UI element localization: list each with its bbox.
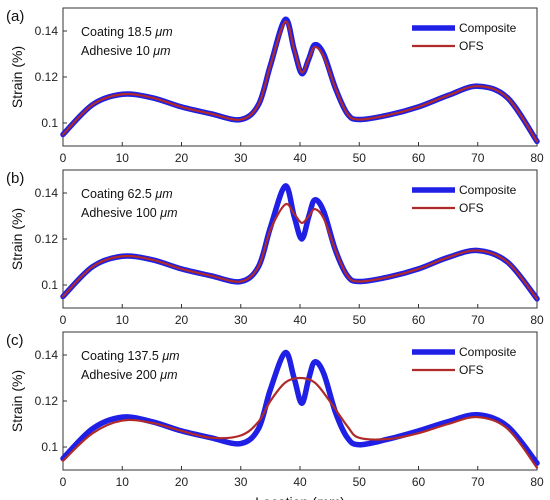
chart-panel-1: (a) Strain (%) 0 10 20 30 40 50 60 70 80 0.1 0.12 0.1… [6,7,544,165]
x-tick-label: 0 [60,475,67,489]
x-tick-label: 20 [175,151,189,165]
x-tick-label: 70 [471,313,485,327]
x-tick-label: 50 [353,475,367,489]
x-tick-label: 50 [353,151,367,165]
x-tick-label: 0 [60,313,67,327]
coating-annotation: Coating 62.5 μm [81,187,173,201]
x-tick-label: 20 [175,475,189,489]
x-axis-label: Location (mm) [255,494,344,500]
chart-panel-2: (b) Strain (%) 0 10 20 30 40 50 60 70 80 0.1 0.12 0.1… [6,169,544,327]
x-tick-label: 30 [234,313,248,327]
legend: Composite OFS [412,21,517,53]
legend: Composite OFS [412,345,517,377]
y-tick-label: 0.12 [35,70,59,84]
adhesive-unit: μm [159,368,177,382]
panel-label: (a) [6,8,24,25]
legend-label-composite: Composite [459,183,517,197]
series-line-ofs [61,202,539,300]
coating-unit: μm [154,25,172,39]
coating-annotation: Coating 18.5 μm [81,25,173,39]
legend-label-ofs: OFS [459,39,484,53]
x-tick-label: 60 [412,313,426,327]
x-axis-label-close: ) [340,494,345,500]
adhesive-unit: μm [152,44,170,58]
legend-label-ofs: OFS [459,363,484,377]
x-tick-label: 80 [530,313,544,327]
adhesive-annotation: Adhesive 100 μm [81,206,178,220]
coating-unit: μm [161,349,179,363]
legend: Composite OFS [412,183,517,215]
legend-label-ofs: OFS [459,201,484,215]
y-tick-label: 0.1 [41,278,58,292]
x-tick-label: 70 [471,475,485,489]
series-line-ofs [61,376,539,469]
x-tick-label: 50 [353,313,367,327]
chart-panel-3: (c) Strain (%) 0 10 20 30 40 50 60 70 80 0.1 0.12 0.1… [6,331,544,500]
x-tick-label: 10 [116,475,130,489]
y-axis-label: Strain (%) [9,370,25,432]
adhesive-annotation: Adhesive 10 μm [81,44,171,58]
x-tick-label: 0 [60,151,67,165]
adhesive-annotation: Adhesive 200 μm [81,368,178,382]
x-tick-label: 40 [293,151,307,165]
coating-annotation: Coating 137.5 μm [81,349,180,363]
y-axis-label: Strain (%) [9,46,25,108]
y-tick-label: 0.1 [41,440,58,454]
x-tick-label: 10 [116,313,130,327]
x-tick-label: 40 [293,313,307,327]
y-tick-label: 0.12 [35,232,59,246]
x-axis-unit: mm [317,494,341,500]
x-tick-label: 20 [175,313,189,327]
x-tick-label: 60 [412,151,426,165]
x-tick-label: 30 [234,475,248,489]
legend-label-composite: Composite [459,345,517,359]
y-tick-label: 0.14 [35,186,59,200]
panel-label: (b) [6,170,24,187]
x-tick-label: 30 [234,151,248,165]
x-tick-label: 80 [530,151,544,165]
x-tick-label: 10 [116,151,130,165]
y-axis-label: Strain (%) [9,208,25,270]
y-tick-label: 0.12 [35,394,59,408]
coating-unit: μm [154,187,172,201]
panel-label: (c) [6,332,24,349]
x-tick-label: 60 [412,475,426,489]
y-tick-label: 0.1 [41,116,58,130]
y-tick-label: 0.14 [35,24,59,38]
x-tick-label: 40 [293,475,307,489]
x-tick-label: 80 [530,475,544,489]
y-tick-label: 0.14 [35,348,59,362]
legend-label-composite: Composite [459,21,517,35]
series-line-ofs [61,20,539,143]
x-tick-label: 70 [471,151,485,165]
adhesive-unit: μm [159,206,177,220]
